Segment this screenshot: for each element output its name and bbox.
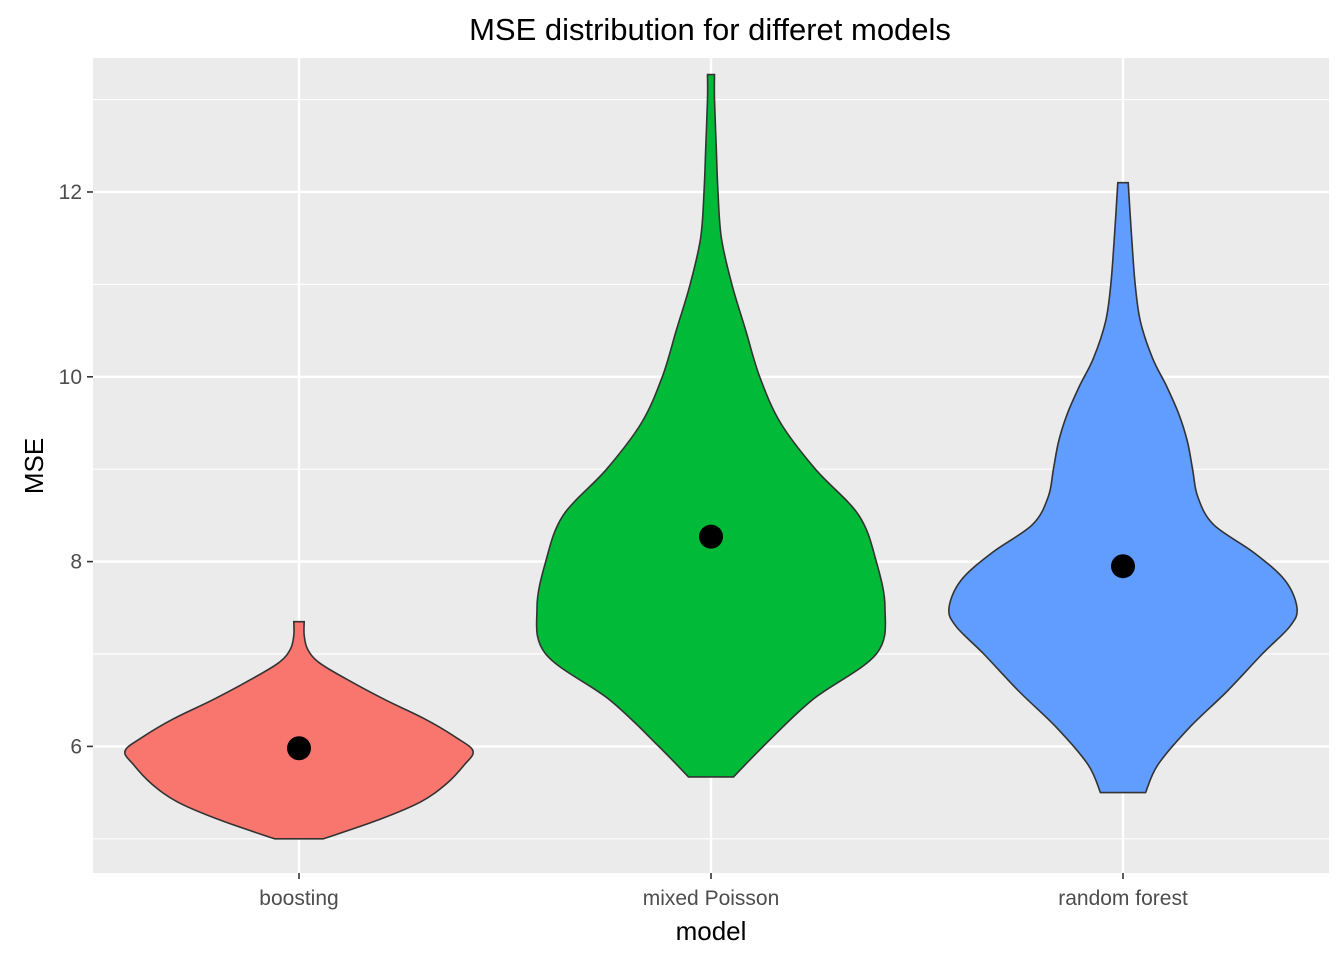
y-tick-label: 6 [70,735,82,758]
y-tick-label: 8 [70,551,82,574]
mean-point-boosting [287,736,311,761]
x-tick-label: random forest [1058,887,1188,910]
y-tick-label: 12 [59,181,82,204]
violin-random-forest [948,181,1298,794]
x-axis-title: model [676,916,747,946]
mean-point-mixed-Poisson [699,524,723,549]
violin-layer [123,73,1298,840]
violin-boosting [123,620,474,840]
mean-points [287,524,1135,761]
x-tick-label: boosting [259,887,338,910]
x-tick-label: mixed Poisson [643,887,780,910]
chart-title: MSE distribution for differet models [469,12,951,47]
mean-point-random-forest [1111,554,1135,579]
violin-mixed-Poisson [535,73,887,778]
y-tick-label: 10 [59,366,82,389]
axes: 6 8 10 12 boosting mixed Poisson random forest [59,181,1188,910]
y-axis-title: MSE [19,438,49,494]
